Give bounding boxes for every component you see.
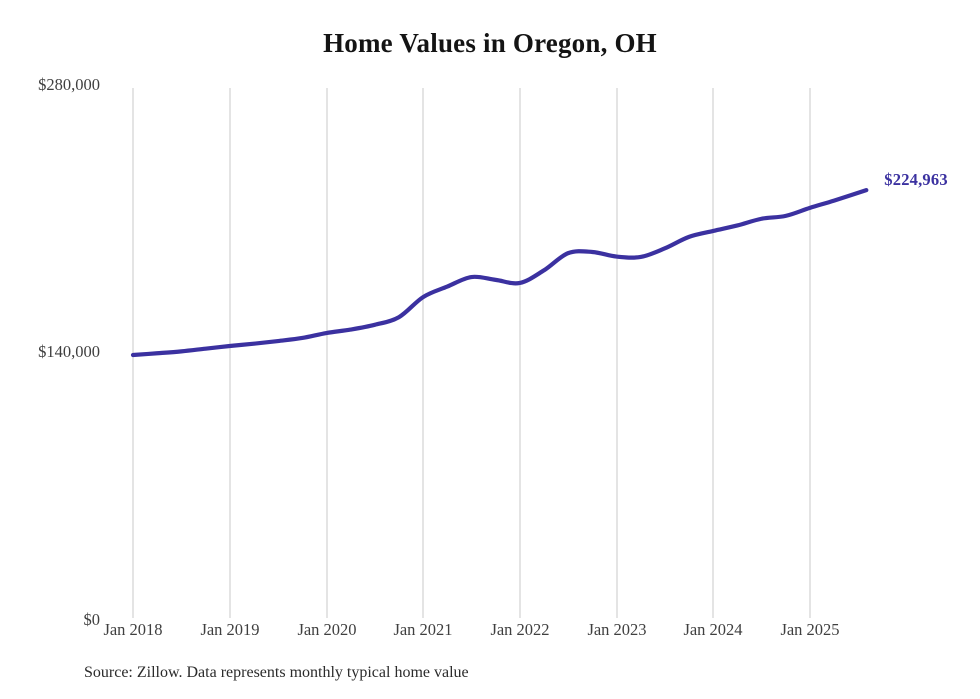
y-axis-tick-label-280000: $280,000 [38, 75, 100, 94]
x-axis-tick-label-jan-2024: Jan 2024 [683, 620, 743, 639]
x-axis-tick-label-jan-2025: Jan 2025 [780, 620, 840, 639]
y-axis-tick-label-0: $0 [83, 610, 101, 629]
x-axis-tick-label-jan-2018: Jan 2018 [103, 620, 163, 639]
x-axis-tick-label-jan-2022: Jan 2022 [490, 620, 550, 639]
x-axis-tick-label-jan-2023: Jan 2023 [587, 620, 647, 639]
x-axis-tick-label-jan-2020: Jan 2020 [297, 620, 357, 639]
home-value-line-series [130, 188, 869, 358]
chart-title: Home Values in Oregon, OH [323, 28, 657, 58]
source-note: Source: Zillow. Data represents monthly … [84, 664, 469, 681]
end-value-annotation: $224,963 [884, 170, 948, 190]
x-axis-tick-label-jan-2021: Jan 2021 [393, 620, 453, 639]
gridlines [132, 88, 811, 618]
y-axis-tick-label-140000: $140,000 [38, 342, 100, 361]
x-axis-tick-label-jan-2019: Jan 2019 [200, 620, 260, 639]
